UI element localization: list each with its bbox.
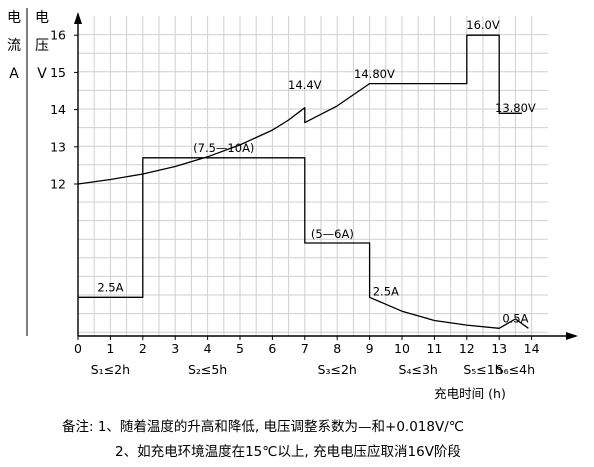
grid (78, 16, 548, 336)
current-axis-label: 电 流 A (6, 4, 22, 88)
x-tick-label: 10 (394, 341, 410, 356)
voltage-axis-label-char: 电 (35, 10, 49, 26)
x-axis-title: 充电时间 (h) (434, 386, 506, 400)
current-annotation: (5—6A) (311, 227, 354, 241)
voltage-annotation: 13.80V (495, 101, 536, 115)
stage-label: S₆≤4h (496, 362, 535, 377)
stage-label: S₁≤2h (91, 362, 130, 377)
voltage-axis-label-char: 压 (35, 38, 49, 54)
axes (26, 8, 578, 340)
voltage-annotation: 14.4V (288, 78, 322, 92)
x-tick-label: 1 (106, 341, 114, 356)
current-annotation: 2.5A (97, 280, 123, 294)
x-tick-label: 11 (426, 341, 442, 356)
x-tick-label: 2 (139, 341, 147, 356)
voltage-annotation: 16.0V (466, 18, 500, 32)
current-annotation: (7.5—10A) (193, 141, 254, 155)
x-tick-label: 7 (301, 341, 309, 356)
x-tick-label: 8 (333, 341, 341, 356)
voltage-tick-label: 15 (50, 65, 66, 80)
current-axis-label-char: 电 (7, 10, 21, 26)
voltage-annotation: 14.80V (354, 67, 395, 81)
x-tick-label: 12 (459, 341, 475, 356)
voltage-tick-label: 16 (50, 28, 66, 43)
current-axis-label-char: A (9, 66, 19, 82)
current-annotation: 2.5A (373, 284, 399, 298)
voltage-tick-label: 12 (50, 177, 66, 192)
x-tick-label: 6 (268, 341, 276, 356)
x-tick-label: 14 (524, 341, 540, 356)
voltage-axis-label: 电 压 V (34, 4, 50, 88)
x-tick-label: 3 (171, 341, 179, 356)
voltage-axis-label-char: V (37, 66, 47, 82)
x-tick-label: 13 (491, 341, 507, 356)
current-axis-label-char: 流 (7, 38, 21, 54)
voltage-tick-label: 13 (50, 139, 66, 154)
note-line-1: 备注: 1、随着温度的升高和降低, 电压调整系数为—和+0.018V/℃ (62, 419, 464, 435)
series (77, 34, 529, 329)
stage-label: S₃≤2h (318, 362, 357, 377)
y-axis-arrow (74, 12, 82, 24)
current-line (78, 157, 529, 329)
voltage-tick-label: 14 (50, 102, 66, 117)
stage-label: S₄≤3h (399, 362, 438, 377)
current-annotation: 0.5A (502, 311, 528, 325)
x-tick-label: 9 (366, 341, 374, 356)
x-tick-label: 4 (204, 341, 212, 356)
voltage-line (77, 34, 522, 185)
x-axis-arrow (566, 332, 578, 340)
x-tick-label: 0 (74, 341, 82, 356)
stage-label: S₅≤1h (463, 362, 502, 377)
stage-label: S₂≤5h (188, 362, 227, 377)
x-tick-label: 5 (236, 341, 244, 356)
note-line-2: 2、如充电环境温度在15℃以上, 充电电压应取消16V阶段 (115, 444, 461, 460)
